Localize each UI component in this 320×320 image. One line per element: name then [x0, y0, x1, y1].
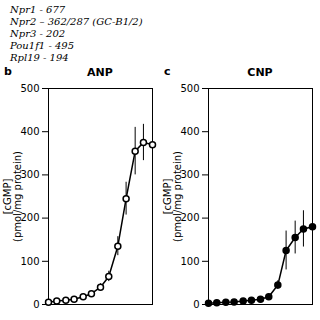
svg-text:400: 400 [180, 126, 199, 137]
svg-text:500: 500 [180, 83, 199, 94]
html-text:b: b [4, 65, 12, 78]
html-text:Rpl19 - 194: Rpl19 - 194 [10, 52, 69, 63]
svg-text:100: 100 [20, 256, 39, 267]
html-text:CNP: CNP [247, 66, 273, 79]
html-text:Npr2 – 362/287 (GC-B1/2): Npr2 – 362/287 (GC-B1/2) [10, 16, 143, 27]
html-text:ANP: ANP [87, 66, 113, 79]
svg-text:[cGMP](pmol/mg protein): [cGMP](pmol/mg protein) [2, 151, 23, 242]
svg-text:500: 500 [20, 83, 39, 94]
svg-text:0: 0 [33, 299, 39, 310]
svg-text:200: 200 [20, 212, 39, 223]
svg-text:300: 300 [20, 169, 39, 180]
svg-text:100: 100 [180, 256, 199, 267]
html-text:Npr1 - 677: Npr1 - 677 [10, 4, 66, 15]
svg-text:200: 200 [180, 212, 199, 223]
svg-text:400: 400 [20, 126, 39, 137]
svg-text:[cGMP](pmol/mg protein): [cGMP](pmol/mg protein) [162, 151, 183, 242]
svg-text:300: 300 [180, 169, 199, 180]
html-text:c: c [164, 65, 171, 78]
html-text:Npr3 - 202: Npr3 - 202 [10, 28, 66, 39]
svg-text:0: 0 [193, 299, 199, 310]
html-text:Pou1f1 - 495: Pou1f1 - 495 [10, 40, 74, 51]
